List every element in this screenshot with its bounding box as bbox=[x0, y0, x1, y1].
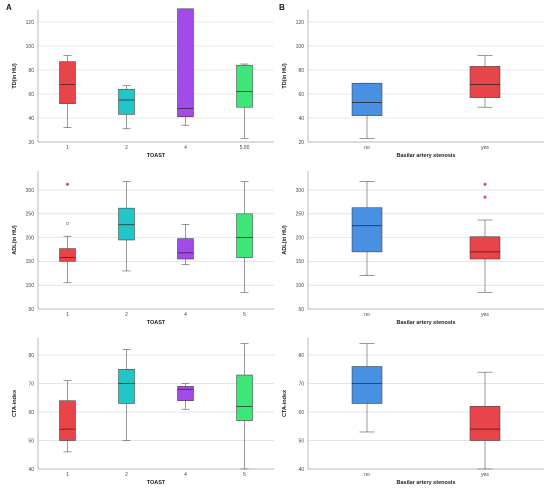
x-axis-label: TOAST bbox=[147, 480, 166, 486]
y-tick-label: 60 bbox=[298, 92, 304, 98]
y-tick-label: 150 bbox=[26, 259, 35, 265]
chart-3: 50 100 150 200 250 300 ADL(in HU) TOAST 1 2 4 5 bbox=[12, 171, 274, 326]
x-tick-label: 1 bbox=[66, 145, 69, 151]
x-tick-label: no bbox=[364, 472, 370, 478]
y-tick-label: 20 bbox=[28, 140, 34, 146]
x-tick-label: 2 bbox=[125, 472, 128, 478]
outlier-point bbox=[65, 182, 70, 186]
box bbox=[59, 248, 76, 262]
x-tick-label: 5.00 bbox=[240, 145, 250, 151]
y-axis-label: TD(in HU) bbox=[12, 63, 18, 89]
box bbox=[177, 238, 194, 260]
y-tick-label: 70 bbox=[28, 381, 34, 387]
box bbox=[351, 366, 383, 404]
chart-2: 20 40 60 80 100 120 TD(in HU) Basilar artery st… bbox=[282, 10, 544, 159]
y-tick-label: 50 bbox=[28, 307, 34, 313]
chart-1: 20 40 60 80 100 120 TD(in HU) TOAST 1 2 4 5.00 bbox=[12, 8, 274, 159]
y-tick-label: 60 bbox=[28, 92, 34, 98]
y-tick-label: 120 bbox=[26, 20, 35, 26]
y-tick-label: 70 bbox=[298, 381, 304, 387]
y-tick-label: 200 bbox=[296, 235, 305, 241]
box bbox=[177, 8, 194, 118]
y-axis-label: TD(in HU) bbox=[282, 63, 288, 89]
x-tick-label: 4 bbox=[184, 145, 187, 151]
box bbox=[469, 236, 501, 260]
y-tick-label: 40 bbox=[28, 467, 34, 473]
y-tick-label: 40 bbox=[28, 116, 34, 122]
y-tick-label: 300 bbox=[26, 188, 35, 194]
box bbox=[177, 386, 194, 401]
y-tick-label: 150 bbox=[296, 259, 305, 265]
box bbox=[236, 213, 253, 258]
y-tick-label: 250 bbox=[26, 212, 35, 218]
y-tick-label: 50 bbox=[28, 438, 34, 444]
chart-5: 40 50 60 70 80 CTA-index TOAST 1 2 4 5 bbox=[12, 338, 274, 486]
outlier-point bbox=[483, 195, 487, 199]
box bbox=[351, 207, 383, 253]
x-tick-label: no bbox=[364, 145, 370, 151]
y-tick-label: 80 bbox=[28, 353, 34, 359]
box bbox=[236, 374, 253, 421]
box bbox=[59, 400, 76, 441]
x-tick-label: yes bbox=[481, 312, 489, 318]
x-tick-label: 5 bbox=[243, 472, 246, 478]
x-tick-label: no bbox=[364, 312, 370, 318]
y-tick-label: 80 bbox=[28, 68, 34, 74]
y-tick-label: 80 bbox=[298, 68, 304, 74]
x-tick-label: 2 bbox=[125, 145, 128, 151]
y-tick-label: 120 bbox=[296, 20, 305, 26]
y-tick-label: 200 bbox=[26, 235, 35, 241]
chart-4: 50 100 150 200 250 300 ADL(in HU) Basilar arter… bbox=[282, 171, 544, 326]
y-tick-label: 50 bbox=[298, 307, 304, 313]
x-tick-label: yes bbox=[481, 472, 489, 478]
x-axis-label: TOAST bbox=[147, 153, 166, 159]
box bbox=[469, 406, 501, 441]
outlier-point bbox=[65, 221, 70, 225]
y-tick-label: 40 bbox=[298, 467, 304, 473]
x-tick-label: 5 bbox=[243, 312, 246, 318]
x-axis-label: Basilar artery stenosis bbox=[396, 480, 455, 486]
box bbox=[118, 88, 135, 115]
y-tick-label: 100 bbox=[296, 283, 305, 289]
x-tick-label: 4 bbox=[184, 312, 187, 318]
box bbox=[236, 64, 253, 108]
y-axis-label: ADL(in HU) bbox=[12, 225, 18, 254]
x-axis-label: Basilar artery stenosis bbox=[396, 153, 455, 159]
y-tick-label: 20 bbox=[298, 140, 304, 146]
x-tick-label: 4 bbox=[184, 472, 187, 478]
y-tick-label: 60 bbox=[298, 410, 304, 416]
y-tick-label: 80 bbox=[298, 353, 304, 359]
chart-6: 40 50 60 70 80 CTA-index Basilar artery stenos… bbox=[282, 338, 544, 486]
panel-label-a: A bbox=[6, 3, 12, 12]
x-axis-label: TOAST bbox=[147, 320, 166, 326]
y-tick-label: 300 bbox=[296, 188, 305, 194]
y-tick-label: 100 bbox=[296, 44, 305, 50]
y-axis-label: CTA-index bbox=[12, 389, 18, 417]
y-tick-label: 100 bbox=[26, 44, 35, 50]
box bbox=[118, 207, 135, 241]
box bbox=[118, 369, 135, 404]
x-axis-label: Basilar artery stenosis bbox=[396, 320, 455, 326]
x-tick-label: 1 bbox=[66, 472, 69, 478]
y-tick-label: 100 bbox=[26, 283, 35, 289]
y-axis-label: CTA-index bbox=[282, 389, 288, 417]
box bbox=[59, 61, 76, 104]
y-axis-label: ADL(in HU) bbox=[282, 225, 288, 254]
x-tick-label: yes bbox=[481, 145, 489, 151]
y-tick-label: 50 bbox=[298, 438, 304, 444]
box bbox=[469, 66, 501, 98]
y-tick-label: 40 bbox=[298, 116, 304, 122]
box bbox=[351, 82, 383, 116]
x-tick-label: 2 bbox=[125, 312, 128, 318]
panel-label-b: B bbox=[279, 3, 285, 12]
y-tick-label: 250 bbox=[296, 212, 305, 218]
y-tick-label: 60 bbox=[28, 410, 34, 416]
outlier-point bbox=[483, 182, 487, 186]
x-tick-label: 1 bbox=[66, 312, 69, 318]
